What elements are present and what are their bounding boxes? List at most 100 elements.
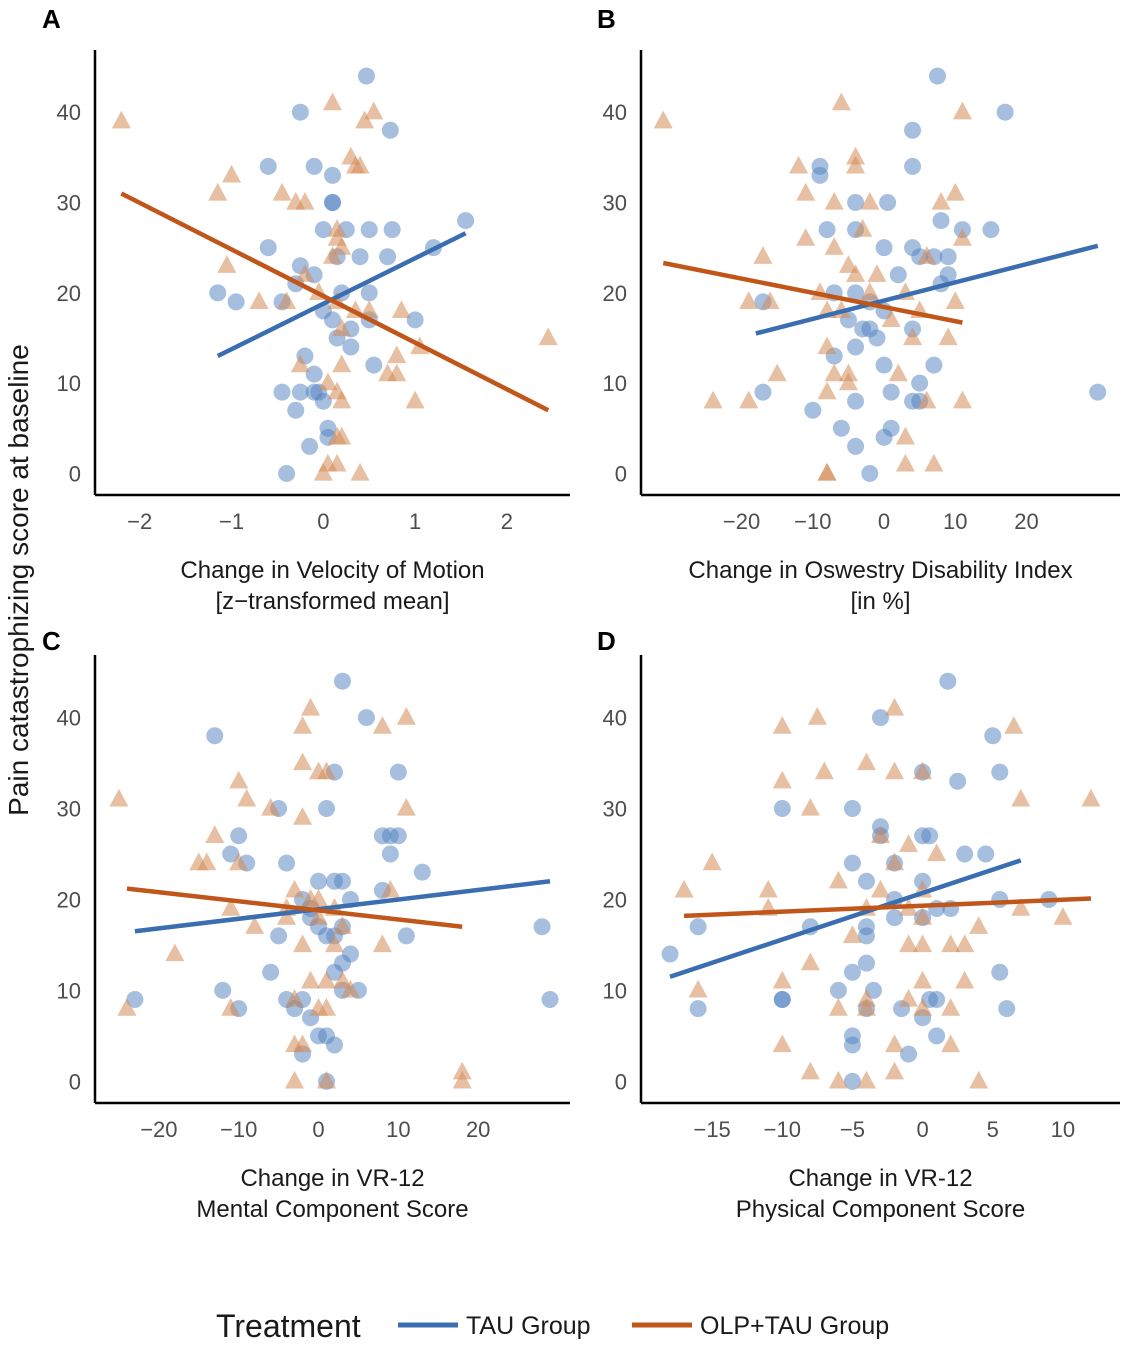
olp-data-point (913, 970, 933, 989)
olp-data-point (856, 1070, 876, 1089)
olp-fit-line (120, 191, 550, 413)
olp-data-point (807, 707, 827, 725)
tau-data-point (882, 383, 900, 401)
tau-data-point (949, 772, 967, 790)
tau-fit-line (669, 858, 1022, 979)
olp-data-point (885, 697, 905, 716)
olp-data-point (229, 852, 249, 871)
olp-data-point (838, 372, 858, 391)
olp-data-point (317, 998, 337, 1016)
olp-data-point (885, 852, 905, 871)
tau-data-point (868, 329, 886, 347)
olp-data-point (165, 943, 185, 962)
tau-data-point (457, 212, 475, 230)
x-tick-label: −20 (723, 509, 760, 534)
x-tick-label: 0 (916, 1117, 928, 1142)
olp-data-point (317, 1070, 337, 1089)
tau-data-point (939, 266, 957, 284)
olp-data-point (332, 390, 352, 409)
olp-data-point (323, 92, 342, 111)
olp-data-point (261, 797, 281, 816)
olp-data-point (285, 1070, 305, 1089)
olp-data-point (293, 1034, 313, 1053)
olp-data-point (391, 300, 411, 319)
olp-data-point (396, 707, 416, 725)
olp-data-point (824, 237, 844, 255)
olp-data-point (217, 255, 237, 273)
tau-data-point (389, 763, 407, 781)
y-tick-label: 30 (603, 797, 627, 822)
tau-data-point (351, 248, 369, 266)
olp-data-point (903, 327, 923, 346)
olp-data-point (945, 291, 965, 309)
tau-data-point (383, 221, 401, 239)
tau-fit-line (755, 243, 1099, 336)
legend: Treatment TAU Group OLP+TAU Group (216, 1308, 889, 1344)
tau-data-point (214, 981, 232, 999)
tau-data-point (925, 356, 943, 374)
tau-data-point (324, 311, 341, 329)
olp-data-point (913, 934, 933, 953)
olp-data-point (221, 898, 241, 916)
legend-tau-label: TAU Group (466, 1312, 591, 1340)
olp-data-point (772, 716, 792, 734)
olp-data-point (927, 843, 947, 862)
tau-data-point (956, 845, 974, 863)
olp-data-point (332, 318, 352, 337)
y-tick-label: 0 (615, 1069, 627, 1094)
olp-data-point (917, 390, 937, 409)
olp-data-point (355, 110, 375, 129)
olp-data-point (350, 462, 370, 481)
tau-data-point (904, 157, 922, 175)
panel-b: B 0 10 20 30 40 −20 −10 0 10 20 Change in Oswestry … (597, 4, 1120, 615)
olp-data-point (924, 453, 944, 472)
tau-data-point (379, 248, 397, 266)
olp-data-point (1081, 788, 1101, 807)
tau-data-point (301, 437, 319, 455)
olp-data-point (109, 788, 129, 807)
x-tick-label: 20 (466, 1117, 490, 1142)
tau-data-point (928, 1027, 946, 1045)
tau-data-point (982, 221, 1000, 239)
olp-data-point (913, 907, 933, 925)
olp-data-point (824, 191, 844, 210)
olp-data-point (888, 363, 908, 382)
olp-data-point (208, 182, 228, 201)
olp-data-point (824, 363, 844, 382)
tau-data-point (879, 194, 897, 212)
tau-data-point (843, 1072, 861, 1090)
tau-data-point (991, 963, 1009, 981)
tau-data-point (811, 166, 829, 184)
olp-data-point (760, 291, 780, 309)
olp-fit-line (683, 896, 1092, 919)
olp-data-point (867, 264, 887, 282)
tau-data-point (1089, 383, 1107, 401)
x-axis-title: Physical Component Score (736, 1196, 1025, 1223)
olp-data-point (237, 788, 257, 807)
tau-data-point (847, 284, 865, 302)
y-tick-label: 10 (603, 978, 627, 1003)
tau-data-point (939, 672, 957, 690)
olp-data-point (842, 925, 862, 943)
x-tick-label: −20 (140, 1117, 177, 1142)
olp-data-point (318, 372, 338, 391)
x-tick-label: 10 (943, 509, 967, 534)
tau-data-point (991, 890, 1009, 908)
olp-data-point (372, 716, 392, 734)
olp-data-point (856, 988, 876, 1007)
tau-data-point (773, 800, 791, 818)
tau-data-point (921, 827, 939, 845)
x-tick-label: −10 (794, 509, 831, 534)
olp-data-point (293, 752, 313, 771)
olp-data-point (952, 228, 972, 246)
tau-data-point (843, 1036, 861, 1054)
x-tick-label: −10 (220, 1117, 257, 1142)
olp-data-point (387, 363, 407, 382)
x-tick-label: 1 (409, 509, 421, 534)
olp-data-point (885, 1034, 905, 1053)
tau-data-point (342, 338, 360, 356)
tau-data-point (889, 266, 907, 284)
tau-data-point (259, 157, 277, 175)
olp-data-point (753, 246, 773, 264)
tau-data-point (305, 157, 323, 175)
